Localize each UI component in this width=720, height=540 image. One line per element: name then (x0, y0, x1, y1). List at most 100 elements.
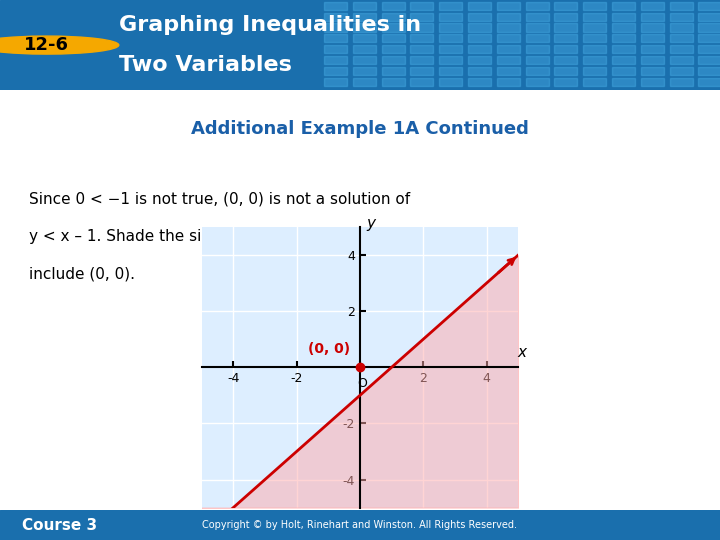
Bar (410, 2, 433, 10)
Bar (382, 23, 405, 31)
Bar (439, 45, 462, 53)
Bar (670, 34, 693, 42)
Bar (698, 34, 720, 42)
Bar (410, 34, 433, 42)
Text: Graphing Inequalities in: Graphing Inequalities in (119, 15, 421, 35)
Bar (324, 23, 347, 31)
Bar (554, 12, 577, 21)
Bar (439, 34, 462, 42)
Bar (526, 2, 549, 10)
Bar (526, 23, 549, 31)
Text: 12-6: 12-6 (24, 36, 69, 54)
Bar (698, 67, 720, 75)
Bar (497, 78, 520, 86)
Circle shape (0, 36, 119, 54)
Bar (612, 23, 635, 31)
Bar (324, 78, 347, 86)
Text: x: x (517, 345, 526, 360)
Bar (583, 23, 606, 31)
Bar (497, 23, 520, 31)
Bar (353, 12, 376, 21)
Bar (324, 67, 347, 75)
Bar (583, 34, 606, 42)
Bar (353, 78, 376, 86)
Bar (526, 45, 549, 53)
Bar (468, 45, 491, 53)
Bar (612, 67, 635, 75)
Bar (670, 2, 693, 10)
Bar (641, 45, 664, 53)
Bar (641, 34, 664, 42)
Bar (439, 23, 462, 31)
Bar (583, 56, 606, 64)
Bar (526, 56, 549, 64)
Bar (468, 23, 491, 31)
Bar (410, 45, 433, 53)
Bar (439, 56, 462, 64)
Bar (612, 2, 635, 10)
Bar (641, 2, 664, 10)
Text: Course 3: Course 3 (22, 518, 96, 532)
Bar (698, 23, 720, 31)
Bar (468, 12, 491, 21)
Bar (324, 2, 347, 10)
Bar (641, 78, 664, 86)
Bar (410, 67, 433, 75)
Bar (698, 2, 720, 10)
Bar (670, 23, 693, 31)
Bar (410, 56, 433, 64)
Text: Two Variables: Two Variables (119, 55, 292, 75)
Text: y < x – 1. Shade the side of the line that does not: y < x – 1. Shade the side of the line th… (29, 229, 410, 244)
Bar (324, 12, 347, 21)
Text: y: y (366, 217, 375, 232)
Bar (554, 34, 577, 42)
Bar (410, 23, 433, 31)
Bar (468, 2, 491, 10)
Bar (353, 56, 376, 64)
Bar (612, 56, 635, 64)
Bar (439, 2, 462, 10)
Bar (554, 78, 577, 86)
Bar (670, 45, 693, 53)
Bar (612, 45, 635, 53)
Bar (382, 34, 405, 42)
Bar (698, 12, 720, 21)
Bar (583, 12, 606, 21)
Text: Additional Example 1A Continued: Additional Example 1A Continued (191, 119, 529, 138)
Bar (382, 45, 405, 53)
Bar (468, 34, 491, 42)
Bar (439, 78, 462, 86)
Bar (612, 78, 635, 86)
Bar (497, 56, 520, 64)
Bar (670, 12, 693, 21)
Bar (698, 56, 720, 64)
Bar (497, 45, 520, 53)
Bar (468, 67, 491, 75)
Bar (324, 56, 347, 64)
Bar (554, 23, 577, 31)
Bar (497, 34, 520, 42)
Bar (698, 45, 720, 53)
Bar (382, 56, 405, 64)
Bar (641, 12, 664, 21)
Text: (0, 0): (0, 0) (308, 342, 351, 356)
Bar (324, 34, 347, 42)
Bar (353, 67, 376, 75)
Bar (670, 56, 693, 64)
Text: include (0, 0).: include (0, 0). (29, 267, 135, 282)
Bar (353, 23, 376, 31)
Bar (497, 67, 520, 75)
Bar (526, 34, 549, 42)
Bar (698, 78, 720, 86)
Text: Copyright © by Holt, Rinehart and Winston. All Rights Reserved.: Copyright © by Holt, Rinehart and Winsto… (202, 520, 518, 530)
Bar (554, 45, 577, 53)
Bar (497, 12, 520, 21)
Bar (353, 2, 376, 10)
Bar (583, 2, 606, 10)
Bar (382, 78, 405, 86)
Bar (554, 2, 577, 10)
Bar (670, 67, 693, 75)
Bar (526, 78, 549, 86)
Bar (382, 12, 405, 21)
Bar (382, 67, 405, 75)
